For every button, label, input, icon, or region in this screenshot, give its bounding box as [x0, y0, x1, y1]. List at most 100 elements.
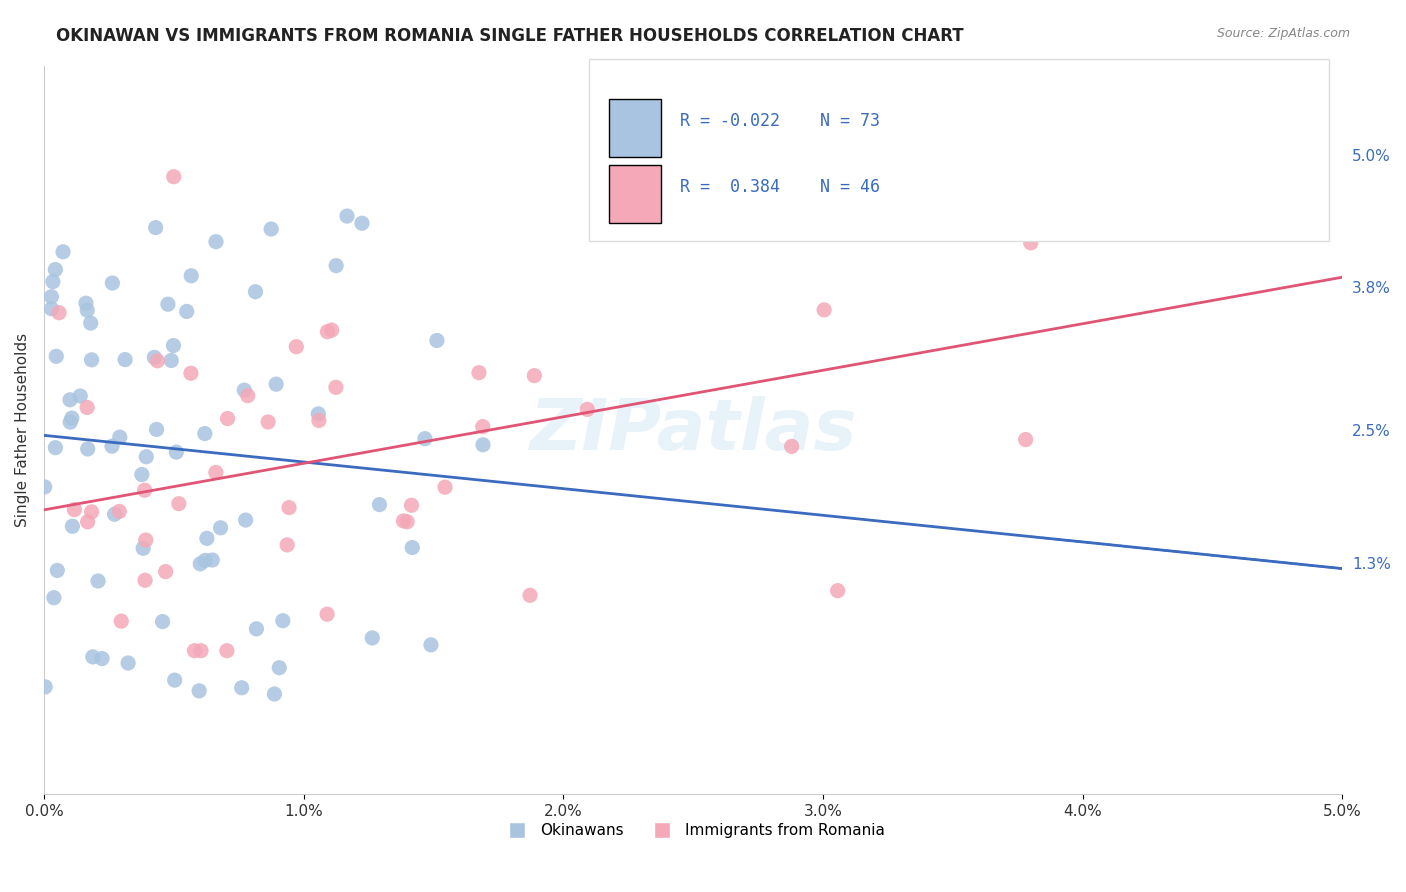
Point — [205, 466, 228, 480]
Point — [156, 297, 179, 311]
Point — [45, 349, 67, 363]
Point — [155, 565, 177, 579]
Point — [165, 445, 187, 459]
Point — [278, 500, 301, 515]
Point — [76, 303, 98, 318]
Point — [167, 497, 190, 511]
Point — [325, 380, 347, 394]
Legend: Okinawans, Immigrants from Romania: Okinawans, Immigrants from Romania — [496, 817, 890, 845]
Point — [46, 564, 69, 578]
Point — [103, 507, 125, 521]
Point — [269, 661, 291, 675]
Point — [76, 515, 98, 529]
Point — [76, 442, 98, 456]
Point — [131, 467, 153, 482]
Point — [108, 430, 131, 444]
Point — [813, 302, 835, 317]
Point — [523, 368, 546, 383]
Point — [44, 441, 66, 455]
Point — [108, 504, 131, 518]
Point — [163, 169, 186, 184]
Point — [245, 622, 267, 636]
Point — [392, 514, 415, 528]
Point — [91, 651, 114, 665]
Point — [401, 498, 423, 512]
Point — [183, 643, 205, 657]
Point — [117, 656, 139, 670]
Point — [110, 614, 132, 628]
FancyBboxPatch shape — [609, 165, 661, 223]
Point — [1279, 147, 1302, 161]
Point — [194, 426, 217, 441]
Point — [316, 607, 339, 622]
Point — [48, 306, 70, 320]
Point — [827, 583, 849, 598]
Point — [217, 411, 239, 425]
Point — [180, 268, 202, 283]
Point — [75, 296, 97, 310]
Point — [215, 643, 238, 657]
Point — [401, 541, 423, 555]
Point — [145, 220, 167, 235]
Point — [59, 415, 82, 429]
Point — [576, 402, 599, 417]
Point — [285, 340, 308, 354]
Y-axis label: Single Father Households: Single Father Households — [15, 334, 30, 527]
Text: R = -0.022    N = 73: R = -0.022 N = 73 — [681, 112, 880, 130]
Point — [1019, 235, 1042, 250]
Point — [434, 480, 457, 494]
Point — [245, 285, 267, 299]
Point — [135, 450, 157, 464]
Point — [163, 673, 186, 687]
Point — [519, 588, 541, 602]
Point — [80, 352, 103, 367]
Point — [135, 533, 157, 547]
Point — [271, 614, 294, 628]
Point — [34, 680, 56, 694]
Point — [76, 401, 98, 415]
Text: Source: ZipAtlas.com: Source: ZipAtlas.com — [1216, 27, 1350, 40]
Point — [350, 216, 373, 230]
Point — [87, 574, 110, 588]
Point — [194, 553, 217, 567]
Point — [41, 301, 63, 316]
Point — [260, 222, 283, 236]
Point — [308, 413, 330, 427]
Point — [413, 432, 436, 446]
Point — [426, 334, 449, 348]
Point — [60, 519, 83, 533]
Point — [63, 502, 86, 516]
Point — [316, 325, 339, 339]
Point — [132, 541, 155, 556]
Point — [231, 681, 253, 695]
Point — [134, 483, 156, 498]
Text: R =  0.384    N = 46: R = 0.384 N = 46 — [681, 178, 880, 195]
Point — [134, 574, 156, 588]
Point — [368, 498, 391, 512]
FancyBboxPatch shape — [589, 59, 1330, 241]
Point — [114, 352, 136, 367]
Point — [101, 439, 124, 453]
Point — [263, 687, 285, 701]
Point — [420, 638, 443, 652]
Point — [60, 411, 83, 425]
Point — [205, 235, 228, 249]
Point — [233, 383, 256, 397]
Point — [80, 505, 103, 519]
Point — [34, 480, 56, 494]
Point — [188, 557, 211, 571]
Point — [152, 615, 174, 629]
Point — [201, 553, 224, 567]
Point — [101, 276, 124, 290]
Text: OKINAWAN VS IMMIGRANTS FROM ROMANIA SINGLE FATHER HOUSEHOLDS CORRELATION CHART: OKINAWAN VS IMMIGRANTS FROM ROMANIA SING… — [56, 27, 965, 45]
Point — [264, 377, 287, 392]
Point — [145, 422, 167, 436]
Point — [468, 366, 491, 380]
Point — [190, 643, 212, 657]
Point — [59, 392, 82, 407]
Point — [307, 407, 329, 421]
Point — [257, 415, 280, 429]
Point — [160, 353, 183, 368]
Point — [336, 209, 359, 223]
Point — [176, 304, 198, 318]
